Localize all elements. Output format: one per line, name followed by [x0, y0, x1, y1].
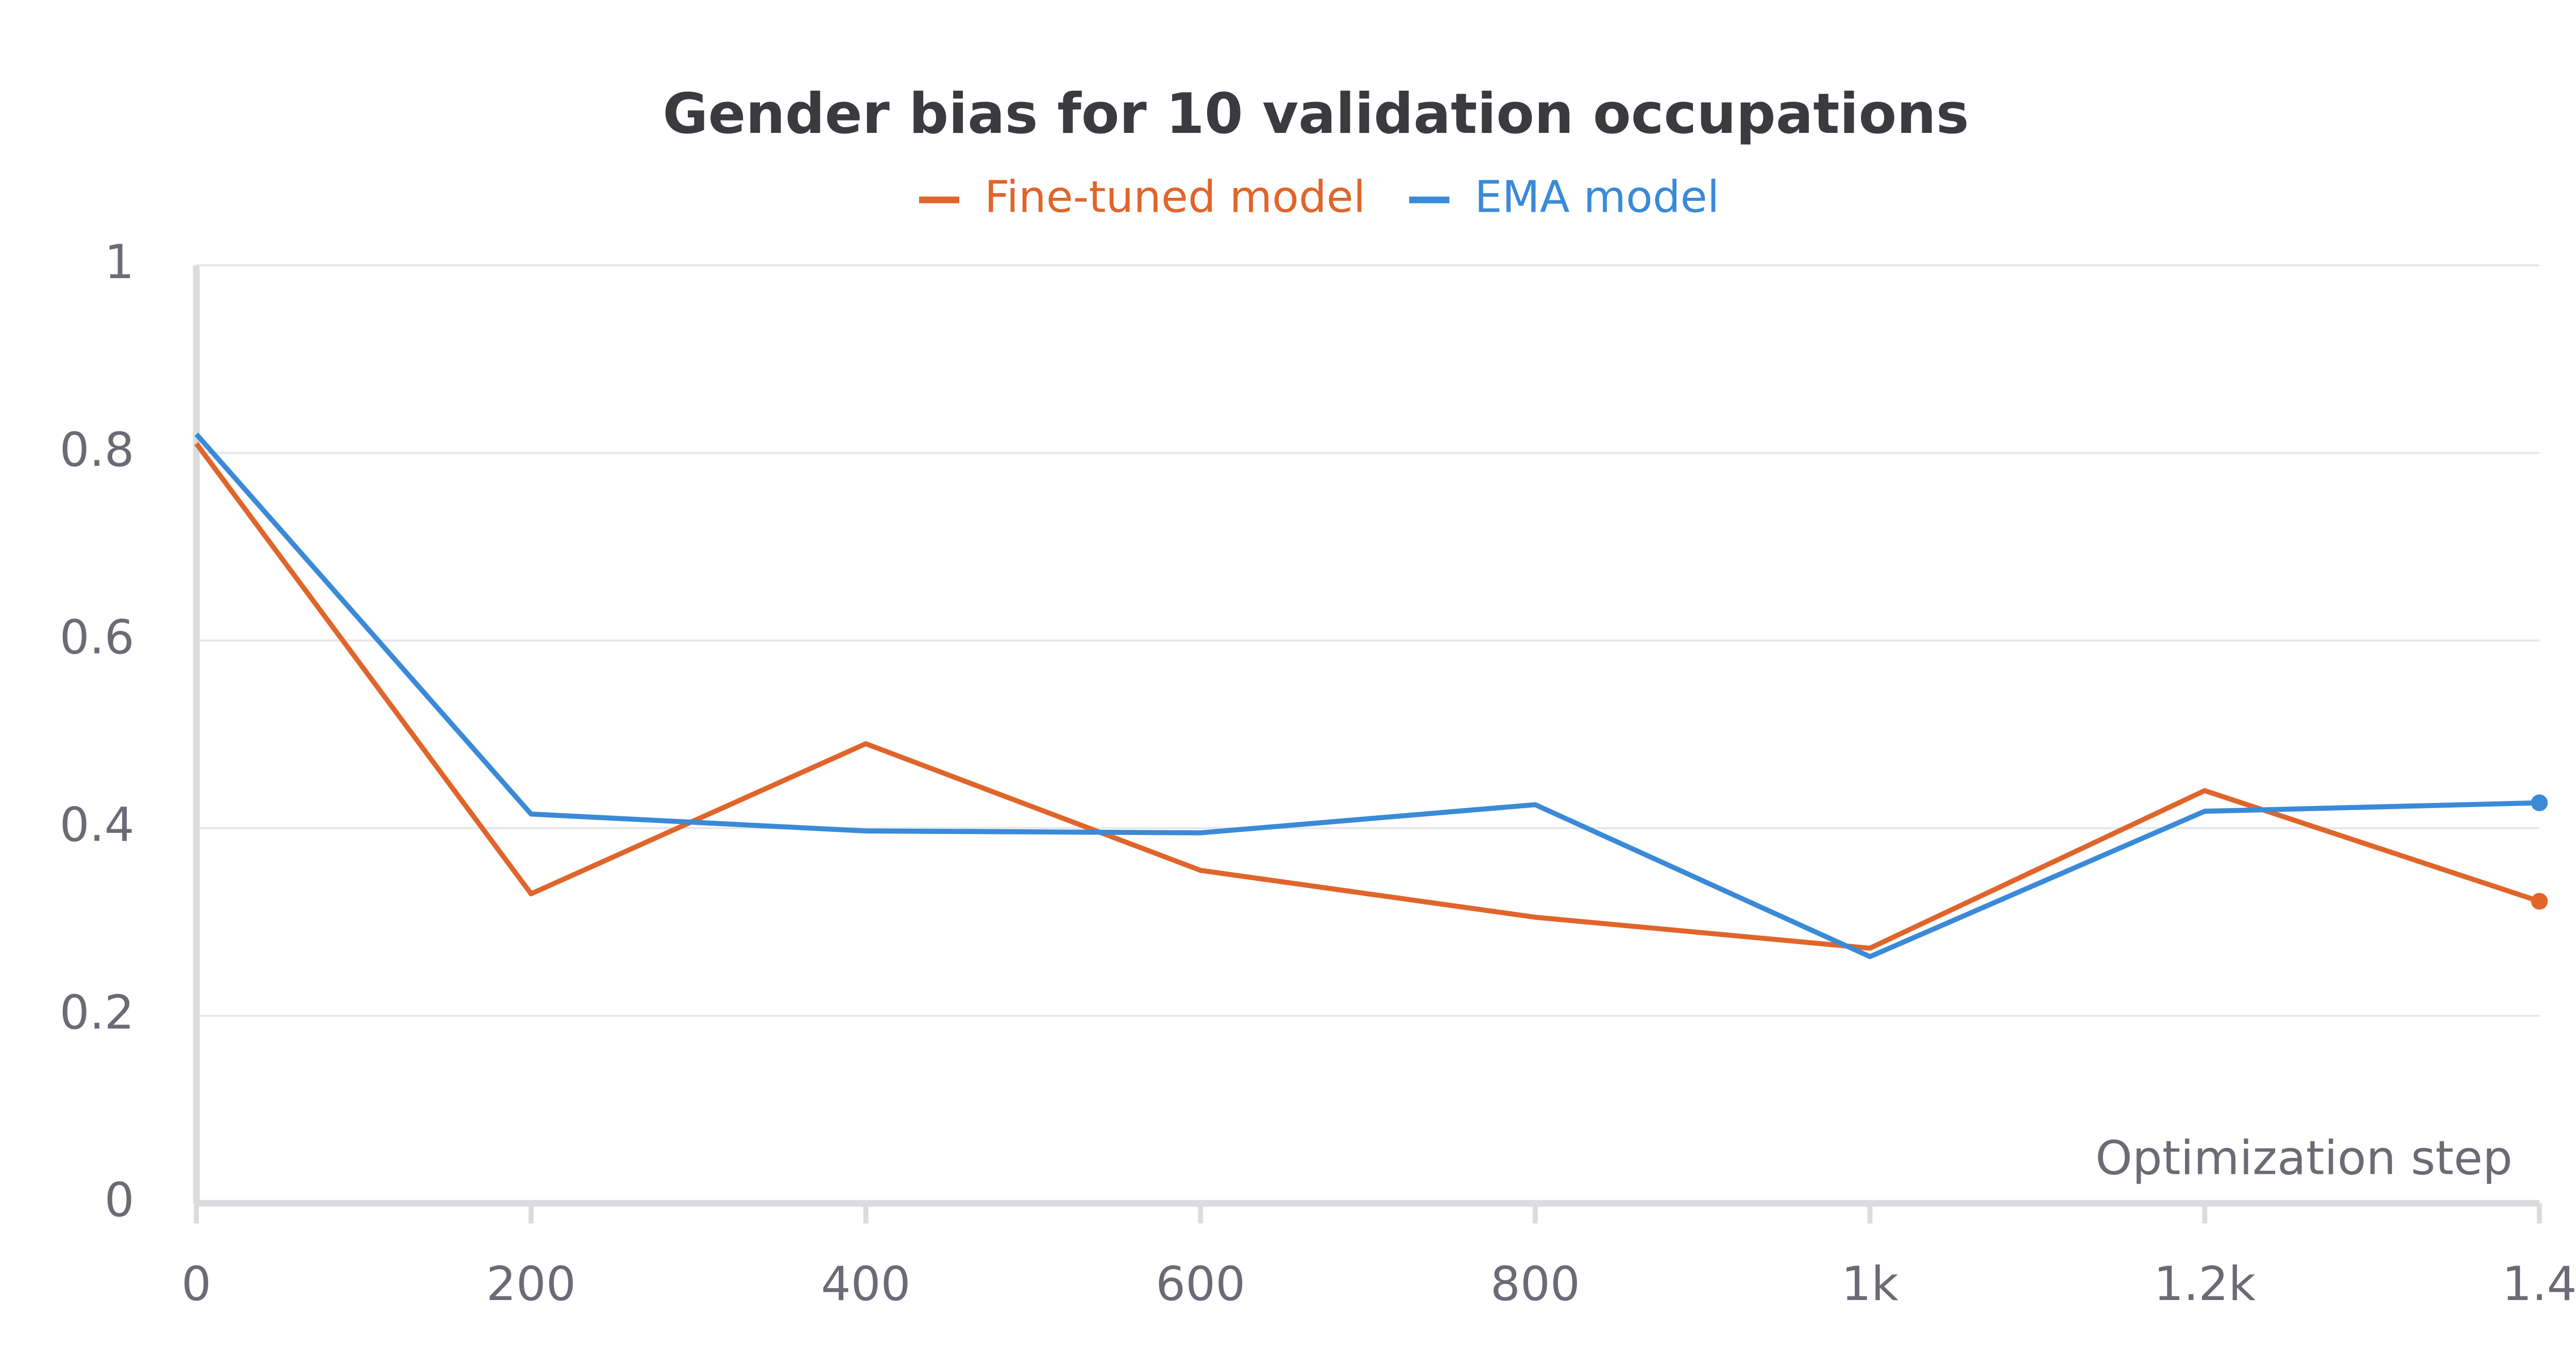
end-point — [2531, 794, 2548, 811]
legend-label: EMA model — [1475, 172, 1719, 223]
x-tick-label: 0 — [181, 1256, 211, 1311]
y-tick-label: 0.6 — [60, 610, 134, 665]
y-tick-label: 1 — [105, 234, 134, 289]
y-tick-label: 0.8 — [60, 422, 134, 477]
y-tick-label: 0 — [105, 1172, 134, 1227]
x-tick-label: 1.4 — [2502, 1256, 2576, 1311]
y-tick-label: 0.2 — [60, 985, 134, 1040]
x-tick-label: 600 — [1156, 1256, 1245, 1311]
end-point — [2531, 893, 2548, 910]
x-tick-label: 800 — [1490, 1256, 1580, 1311]
x-tick-label: 1.2k — [2154, 1256, 2256, 1311]
legend-label: Fine-tuned model — [985, 172, 1365, 223]
x-tick-label: 400 — [821, 1256, 910, 1311]
series-line — [194, 442, 2540, 951]
chart-title: Gender bias for 10 validation occupation… — [663, 82, 1969, 146]
series-line — [194, 432, 2540, 960]
x-tick-label: 1k — [1841, 1256, 1899, 1311]
x-axis-label: Optimization step — [2095, 1131, 2513, 1186]
x-tick-label: 200 — [486, 1256, 576, 1311]
y-tick-label: 0.4 — [60, 797, 134, 852]
